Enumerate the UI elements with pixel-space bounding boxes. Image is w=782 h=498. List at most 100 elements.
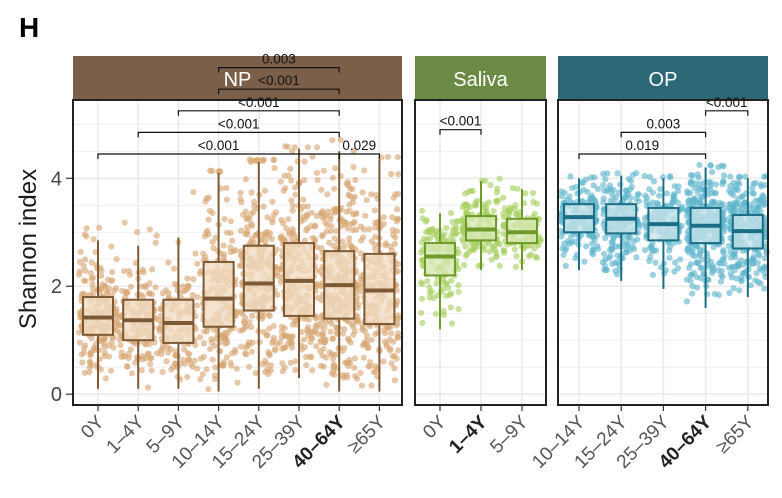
data-point [500, 230, 507, 237]
x-tick-label: ≥65Y [712, 411, 758, 457]
data-point [354, 289, 361, 296]
data-point [749, 256, 757, 263]
data-point [76, 339, 84, 346]
box-2 [647, 178, 680, 289]
box-6 [323, 151, 356, 392]
data-point [392, 191, 399, 198]
data-point [186, 351, 193, 358]
x-tick-label: 1–4Y [103, 411, 149, 457]
data-point [361, 167, 368, 174]
data-point [453, 230, 460, 237]
data-point [81, 369, 88, 376]
data-point [77, 310, 84, 318]
data-point [646, 201, 653, 208]
data-point [604, 170, 611, 177]
data-point [667, 174, 674, 181]
data-point [209, 356, 216, 363]
data-point [340, 330, 347, 337]
data-point [624, 242, 631, 249]
data-point [82, 278, 89, 285]
data-point [301, 158, 308, 165]
data-point [455, 288, 462, 295]
data-point [303, 227, 310, 234]
data-point [712, 181, 720, 188]
data-point [720, 172, 728, 179]
data-point [726, 187, 733, 194]
data-point [513, 253, 520, 260]
data-point [569, 185, 576, 192]
data-point [248, 220, 255, 228]
data-point [433, 228, 440, 235]
data-point [514, 185, 521, 192]
data-point [300, 196, 307, 203]
box-iqr [202, 260, 235, 328]
data-point [512, 202, 519, 209]
data-point [708, 198, 716, 205]
data-point [248, 189, 255, 196]
data-point [735, 260, 742, 267]
data-point [331, 205, 339, 213]
data-point [289, 226, 296, 233]
facet-strip-label: OP [649, 69, 678, 91]
data-point [248, 324, 255, 331]
data-point [600, 195, 607, 202]
y-axis-ticks: 0 2 4 [51, 168, 73, 406]
data-point [696, 161, 703, 168]
data-point [756, 252, 763, 259]
data-point [237, 327, 244, 334]
data-point [221, 335, 228, 342]
data-point [271, 347, 278, 354]
data-point [327, 328, 334, 335]
data-point [220, 251, 228, 258]
data-point [500, 247, 507, 254]
bracket-p-value: <0.001 [440, 114, 482, 129]
significance-bracket: 0.029 [338, 138, 380, 159]
data-point [82, 256, 89, 263]
data-point [351, 364, 358, 371]
data-point [146, 340, 153, 348]
data-point [607, 186, 615, 193]
data-point [394, 206, 401, 213]
data-point [248, 211, 255, 218]
data-point [606, 247, 614, 254]
data-point [455, 282, 462, 289]
significance-bracket: 0.003 [620, 116, 707, 138]
data-point [360, 226, 367, 233]
data-point [487, 181, 494, 189]
box-0 [563, 178, 595, 271]
data-point [626, 247, 634, 254]
data-point [96, 224, 103, 231]
data-point [321, 339, 328, 346]
data-point [612, 243, 620, 250]
data-point [200, 340, 207, 347]
data-point [90, 236, 97, 243]
facet-strip [415, 56, 546, 100]
data-point [696, 185, 703, 192]
data-point [141, 340, 148, 347]
data-point [761, 255, 768, 262]
bracket-p-value: 0.003 [262, 52, 296, 67]
data-point [649, 271, 657, 279]
data-point [501, 205, 508, 212]
data-point [461, 261, 468, 269]
bracket-p-value: 0.019 [625, 138, 659, 153]
data-point [734, 179, 742, 186]
data-point [243, 344, 250, 351]
data-point [197, 376, 204, 383]
data-point [288, 197, 295, 204]
data-point [341, 344, 348, 352]
data-point [251, 198, 258, 205]
bracket-p-value: 0.003 [647, 116, 681, 131]
facet-strip [558, 56, 768, 100]
data-point [80, 345, 88, 352]
data-point [717, 260, 724, 267]
box-2 [162, 237, 195, 389]
data-point [708, 269, 716, 277]
data-point [608, 239, 615, 246]
data-point [266, 313, 273, 320]
data-point [205, 386, 212, 393]
data-point [258, 157, 265, 164]
data-point [237, 195, 244, 202]
data-point [381, 327, 388, 334]
box-3 [689, 167, 722, 308]
